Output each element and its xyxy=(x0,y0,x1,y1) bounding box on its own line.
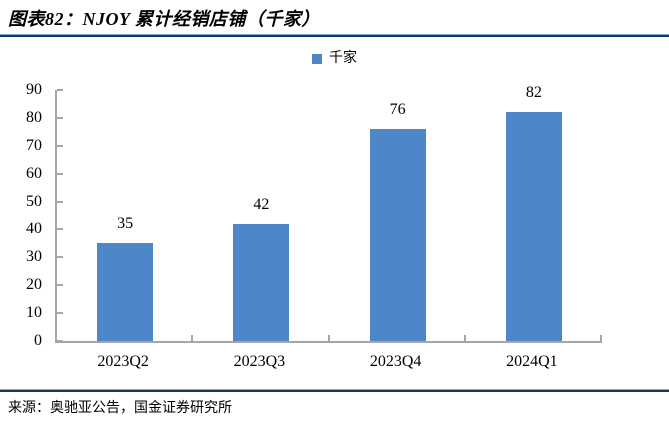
x-axis-label: 2023Q2 xyxy=(97,353,149,370)
y-axis-tick xyxy=(57,200,63,203)
y-axis-tick xyxy=(57,116,63,119)
x-axis-tick xyxy=(600,335,602,341)
y-axis-label: 40 xyxy=(26,220,42,238)
y-axis-label: 30 xyxy=(26,248,42,266)
legend-label: 千家 xyxy=(329,51,357,66)
y-axis-label: 0 xyxy=(34,332,42,349)
bar xyxy=(97,243,154,341)
x-axis-tick xyxy=(463,335,466,341)
x-axis-tick xyxy=(191,335,194,341)
bar xyxy=(505,112,562,341)
x-axis-tick xyxy=(55,335,57,341)
y-axis-label: 90 xyxy=(26,81,42,98)
y-axis-tick xyxy=(57,284,63,287)
y-axis-label: 60 xyxy=(26,164,42,182)
x-axis-label: 2024Q1 xyxy=(506,353,558,370)
y-axis-label: 50 xyxy=(26,192,42,210)
y-axis-tick xyxy=(57,340,63,342)
y-axis-label: 70 xyxy=(26,136,42,154)
y-axis-tick xyxy=(57,312,63,315)
x-axis-label: 2023Q3 xyxy=(233,353,286,370)
bar xyxy=(369,129,426,341)
title-rule xyxy=(0,34,669,37)
y-axis-tick xyxy=(57,228,63,231)
y-axis-tick xyxy=(57,172,63,175)
bar xyxy=(233,223,290,341)
footer-rule xyxy=(0,389,669,392)
x-axis-tick xyxy=(327,335,330,341)
y-axis-label: 20 xyxy=(26,276,42,294)
bar-value-label: 82 xyxy=(525,84,542,102)
y-axis-label: 80 xyxy=(26,108,42,126)
chart-title: 图表82：NJOY 累计经销店铺（千家） xyxy=(8,9,320,29)
plot-area xyxy=(55,90,602,343)
y-axis-tick xyxy=(57,256,63,259)
bar-value-label: 35 xyxy=(117,215,134,233)
x-axis-label: 2023Q4 xyxy=(369,353,422,370)
y-axis-label: 10 xyxy=(26,304,42,322)
bar-value-label: 42 xyxy=(253,195,270,213)
source-note: 来源：奥驰亚公告，国金证券研究所 xyxy=(8,401,232,416)
legend-swatch xyxy=(312,54,322,64)
y-axis-tick xyxy=(57,144,63,147)
y-axis-tick xyxy=(57,89,63,91)
legend: 千家 xyxy=(0,51,669,67)
bar-value-label: 76 xyxy=(389,101,406,119)
